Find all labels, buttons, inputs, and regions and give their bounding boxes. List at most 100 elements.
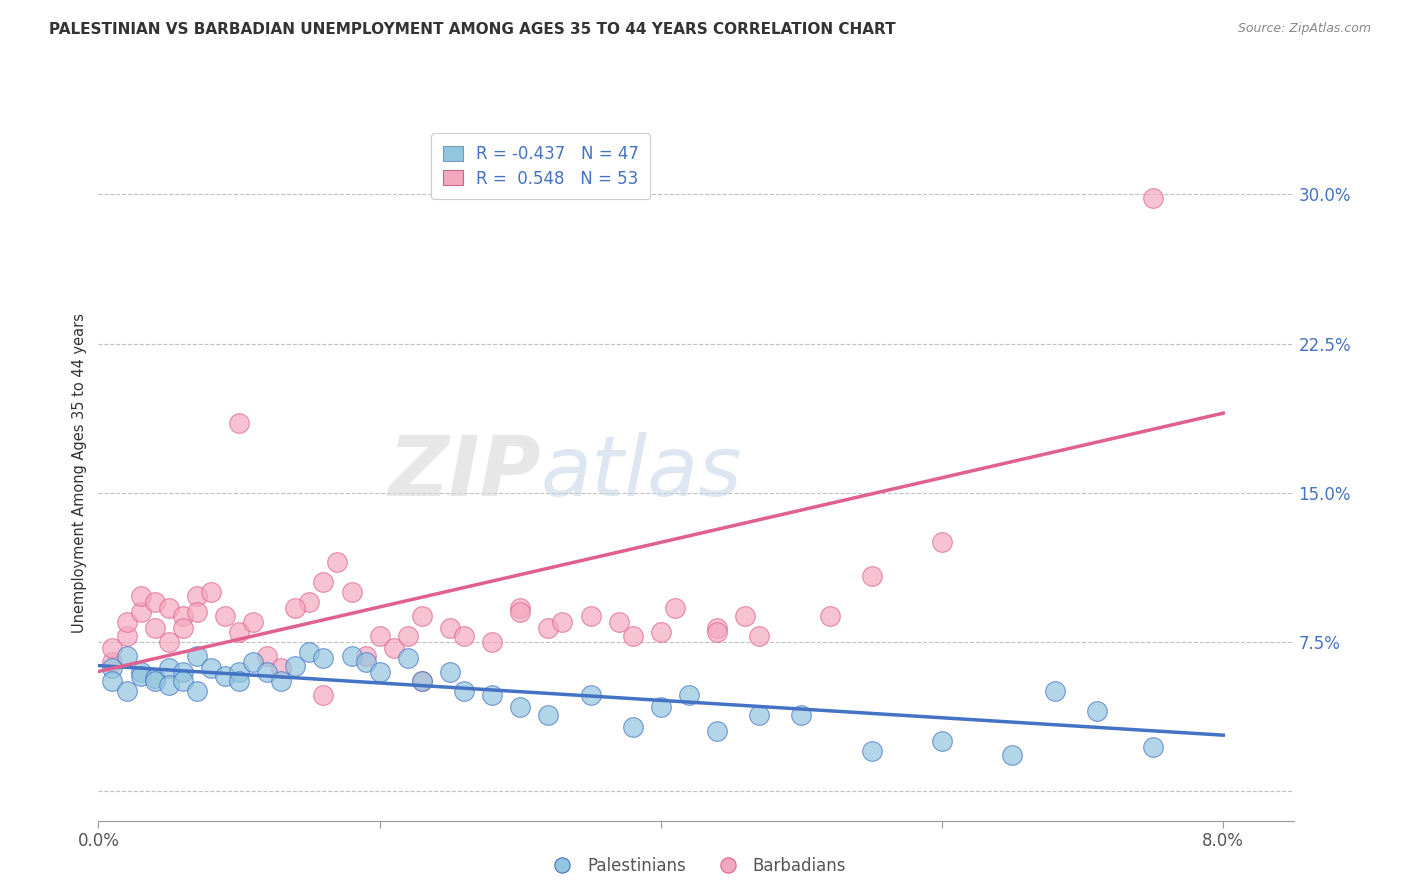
Point bbox=[931, 734, 953, 748]
Point bbox=[157, 634, 180, 648]
Point bbox=[228, 624, 250, 639]
Text: atlas: atlas bbox=[540, 433, 742, 513]
Point bbox=[129, 589, 152, 603]
Point bbox=[270, 660, 292, 674]
Point bbox=[157, 660, 180, 674]
Y-axis label: Unemployment Among Ages 35 to 44 years: Unemployment Among Ages 35 to 44 years bbox=[72, 313, 87, 632]
Point bbox=[537, 621, 560, 635]
Point bbox=[509, 601, 531, 615]
Point bbox=[411, 608, 433, 623]
Point bbox=[143, 595, 166, 609]
Point bbox=[228, 665, 250, 679]
Point bbox=[1142, 191, 1164, 205]
Point bbox=[115, 615, 138, 629]
Point bbox=[1001, 747, 1024, 762]
Point bbox=[228, 674, 250, 689]
Point bbox=[298, 595, 321, 609]
Point bbox=[143, 674, 166, 689]
Point bbox=[439, 665, 461, 679]
Point bbox=[706, 724, 728, 739]
Point bbox=[818, 608, 841, 623]
Point bbox=[790, 708, 813, 723]
Point bbox=[200, 660, 222, 674]
Point bbox=[284, 658, 307, 673]
Point bbox=[411, 674, 433, 689]
Point bbox=[228, 416, 250, 430]
Point bbox=[101, 674, 124, 689]
Point bbox=[1142, 740, 1164, 755]
Legend: Palestinians, Barbadians: Palestinians, Barbadians bbox=[538, 851, 853, 882]
Point bbox=[186, 648, 208, 663]
Point bbox=[678, 689, 700, 703]
Point bbox=[172, 621, 194, 635]
Point bbox=[256, 665, 278, 679]
Point bbox=[453, 629, 475, 643]
Point bbox=[256, 648, 278, 663]
Point bbox=[242, 615, 264, 629]
Point bbox=[621, 629, 644, 643]
Point bbox=[748, 708, 770, 723]
Point bbox=[396, 650, 419, 665]
Point bbox=[579, 608, 602, 623]
Point bbox=[706, 621, 728, 635]
Point bbox=[101, 640, 124, 655]
Point bbox=[270, 674, 292, 689]
Point bbox=[382, 640, 405, 655]
Point bbox=[607, 615, 630, 629]
Point bbox=[326, 555, 349, 569]
Point bbox=[368, 629, 391, 643]
Text: PALESTINIAN VS BARBADIAN UNEMPLOYMENT AMONG AGES 35 TO 44 YEARS CORRELATION CHAR: PALESTINIAN VS BARBADIAN UNEMPLOYMENT AM… bbox=[49, 22, 896, 37]
Point bbox=[340, 648, 363, 663]
Point bbox=[340, 585, 363, 599]
Point bbox=[242, 655, 264, 669]
Point bbox=[537, 708, 560, 723]
Point bbox=[214, 668, 236, 682]
Point bbox=[214, 608, 236, 623]
Point bbox=[439, 621, 461, 635]
Point bbox=[748, 629, 770, 643]
Point bbox=[621, 720, 644, 734]
Point bbox=[172, 608, 194, 623]
Point bbox=[157, 601, 180, 615]
Point bbox=[860, 744, 883, 758]
Point bbox=[1085, 704, 1108, 718]
Point bbox=[101, 655, 124, 669]
Point bbox=[129, 605, 152, 619]
Point bbox=[172, 674, 194, 689]
Point bbox=[481, 689, 503, 703]
Point bbox=[551, 615, 574, 629]
Point bbox=[298, 645, 321, 659]
Point bbox=[312, 650, 335, 665]
Point bbox=[115, 629, 138, 643]
Point bbox=[200, 585, 222, 599]
Point bbox=[579, 689, 602, 703]
Point bbox=[509, 700, 531, 714]
Point bbox=[115, 648, 138, 663]
Point bbox=[157, 678, 180, 692]
Point bbox=[650, 700, 672, 714]
Point bbox=[509, 605, 531, 619]
Text: Source: ZipAtlas.com: Source: ZipAtlas.com bbox=[1237, 22, 1371, 36]
Point bbox=[172, 665, 194, 679]
Point bbox=[481, 634, 503, 648]
Point bbox=[312, 575, 335, 590]
Point bbox=[186, 684, 208, 698]
Point bbox=[734, 608, 756, 623]
Point bbox=[143, 621, 166, 635]
Point bbox=[284, 601, 307, 615]
Point bbox=[650, 624, 672, 639]
Point bbox=[1043, 684, 1066, 698]
Point bbox=[186, 605, 208, 619]
Point bbox=[186, 589, 208, 603]
Point bbox=[129, 668, 152, 682]
Point bbox=[931, 535, 953, 549]
Point bbox=[396, 629, 419, 643]
Point bbox=[354, 655, 377, 669]
Point bbox=[411, 674, 433, 689]
Point bbox=[115, 684, 138, 698]
Point bbox=[706, 624, 728, 639]
Point bbox=[453, 684, 475, 698]
Point bbox=[860, 569, 883, 583]
Point bbox=[368, 665, 391, 679]
Text: ZIP: ZIP bbox=[388, 433, 540, 513]
